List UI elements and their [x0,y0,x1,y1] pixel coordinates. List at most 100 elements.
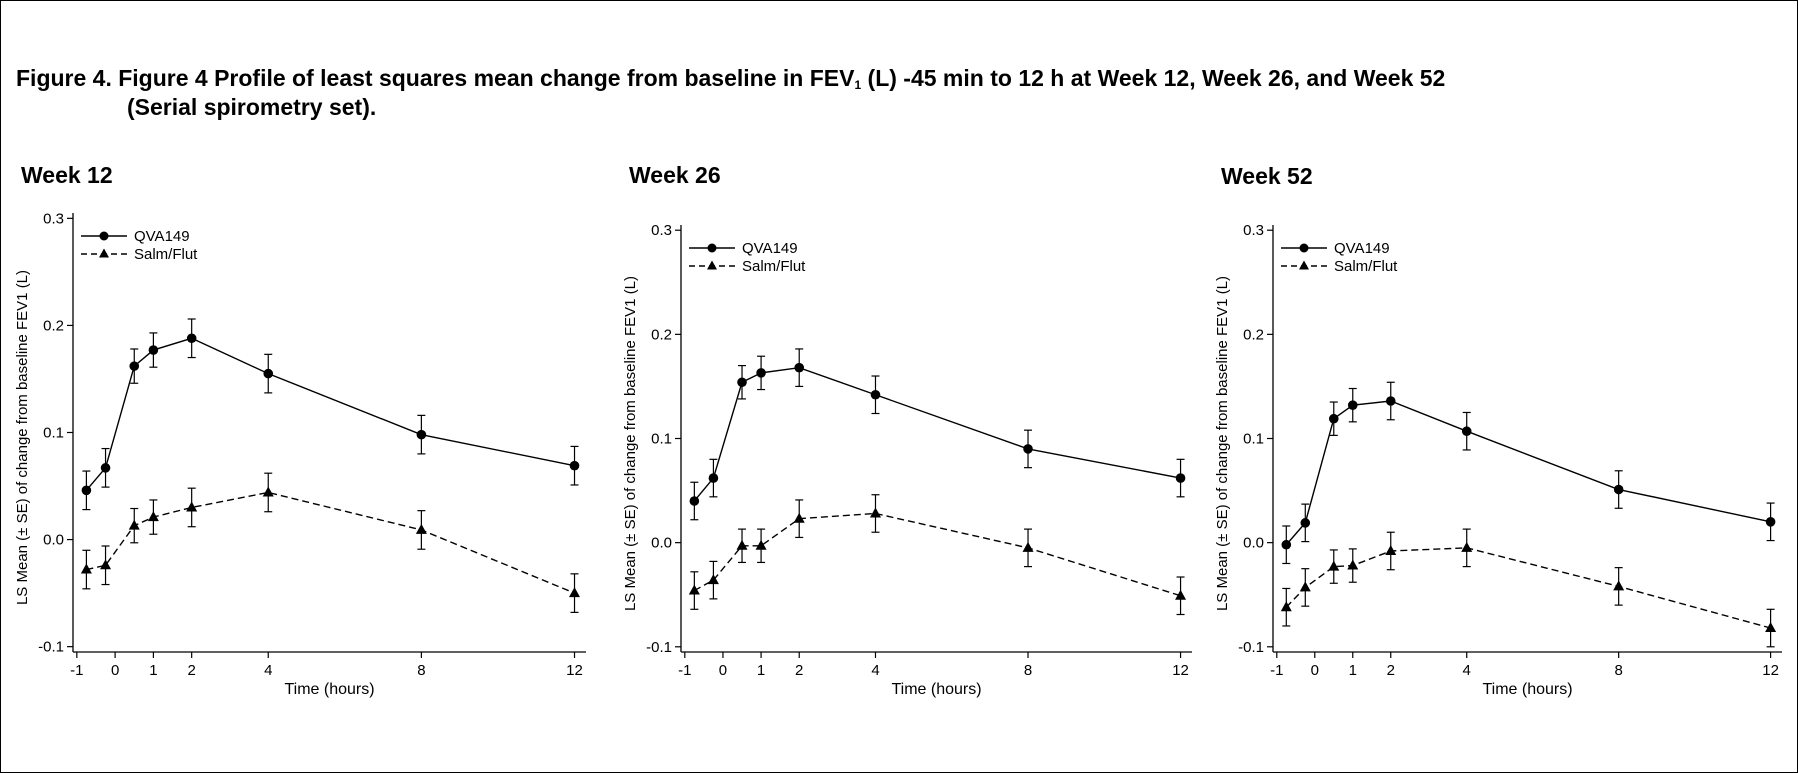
series-qva149 [1281,381,1776,565]
series-qva149 [689,348,1186,521]
figure-caption: Figure 4. Figure 4 Profile of least squa… [16,64,1445,122]
data-point [1613,484,1624,495]
data-point [1385,396,1396,406]
data-point [1328,413,1339,424]
series-qva149 [81,318,580,511]
y-tick-label: 0.3 [1243,222,1264,239]
data-point [1347,400,1358,410]
series-salm-flut [688,494,1187,616]
series-salm-flut [80,472,581,613]
data-point [1461,541,1473,552]
data-point [80,563,92,574]
y-tick-label: 0.0 [651,535,672,552]
data-point [186,501,198,512]
legend-marker [1299,260,1309,270]
x-tick-label: -1 [678,662,691,679]
data-point [794,362,805,373]
data-point [1022,541,1034,552]
x-tick-label: 0 [111,662,119,679]
data-point [1175,473,1186,483]
x-tick-label: 8 [417,662,425,679]
x-tick-label: 8 [1024,662,1032,679]
data-point [186,333,197,344]
series-line [694,512,1181,597]
data-point [100,559,112,570]
data-point [1347,559,1359,570]
data-point [262,486,274,497]
x-tick-label: 0 [719,662,727,679]
legend-marker [99,231,109,241]
legend-marker [707,243,717,253]
data-point [1281,539,1292,550]
y-tick-label: 0.2 [43,317,64,334]
x-axis-label: Time (hours) [891,681,981,698]
x-tick-label: 4 [1463,662,1471,679]
data-point [707,574,719,585]
y-tick-label: 0.3 [651,222,672,239]
y-tick-label: 0.2 [1243,326,1264,343]
data-point [416,429,427,440]
panel-title-week-26: Week 26 [629,162,721,188]
data-point [756,368,766,378]
y-tick-label: -0.1 [38,639,64,656]
y-tick-label: 0.2 [651,326,672,343]
data-point [81,485,92,496]
legend-label: QVA149 [742,240,798,257]
legend-marker [1299,243,1309,253]
series-line [693,366,1181,502]
data-point [1613,580,1625,591]
x-tick-label: 0 [1311,662,1319,679]
data-point [129,361,140,371]
caption-subscript: 1 [854,78,862,92]
data-point [689,496,700,506]
data-point [128,519,140,530]
data-point [148,345,159,355]
y-tick-label: -0.1 [1238,639,1264,656]
y-tick-label: 0.0 [1243,535,1264,552]
panel-title-week-12: Week 12 [21,162,113,188]
data-point [708,473,719,483]
legend-label: QVA149 [1334,240,1390,257]
caption-line-1: Figure 4. Figure 4 Profile of least squa… [16,65,1446,92]
legend-label: Salm/Flut [134,246,198,263]
legend-label: Salm/Flut [742,258,806,275]
legend-marker [707,260,717,270]
y-tick-label: 0.1 [43,425,64,442]
x-axis-label: Time (hours) [284,681,374,698]
y-tick-label: 0.0 [43,532,64,549]
x-tick-label: 4 [264,662,272,679]
legend-label: QVA149 [134,228,190,245]
data-point [1175,589,1187,600]
y-tick-label: 0.1 [651,431,672,448]
x-tick-label: 1 [757,662,765,679]
data-point [147,511,159,522]
x-tick-label: 12 [566,662,583,679]
data-point [569,587,581,598]
x-tick-label: 2 [188,662,196,679]
series-line [1285,547,1771,629]
data-point [100,463,111,473]
data-point [569,460,580,471]
data-point [1461,426,1472,437]
data-point [736,539,748,550]
y-axis-label: LS Mean (± SE) of change from baseline F… [622,276,639,611]
series-salm-flut [1280,528,1777,648]
x-tick-label: -1 [70,662,83,679]
x-axis-label: Time (hours) [1482,681,1572,698]
x-tick-label: 4 [871,662,879,679]
data-point [869,507,881,518]
series-line [86,491,575,594]
data-point [415,523,427,534]
data-point [737,377,747,388]
x-tick-label: 8 [1614,662,1622,679]
data-point [870,389,881,400]
data-point [755,539,767,550]
series-line [1285,400,1771,546]
x-tick-label: 12 [1762,662,1779,679]
x-tick-label: 2 [1387,662,1395,679]
data-point [1328,560,1340,571]
